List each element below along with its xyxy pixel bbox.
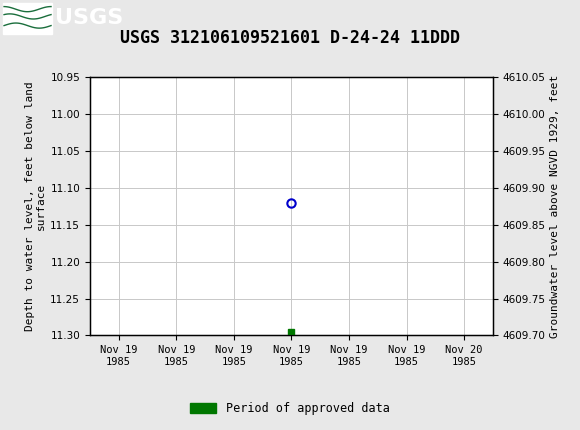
Bar — [3, 3, 52, 34]
Text: USGS: USGS — [55, 8, 124, 28]
Legend: Period of approved data: Period of approved data — [186, 397, 394, 420]
Y-axis label: Groundwater level above NGVD 1929, feet: Groundwater level above NGVD 1929, feet — [550, 75, 560, 338]
Text: USGS 312106109521601 D-24-24 11DDD: USGS 312106109521601 D-24-24 11DDD — [120, 29, 460, 47]
Y-axis label: Depth to water level, feet below land
surface: Depth to water level, feet below land su… — [24, 82, 46, 331]
